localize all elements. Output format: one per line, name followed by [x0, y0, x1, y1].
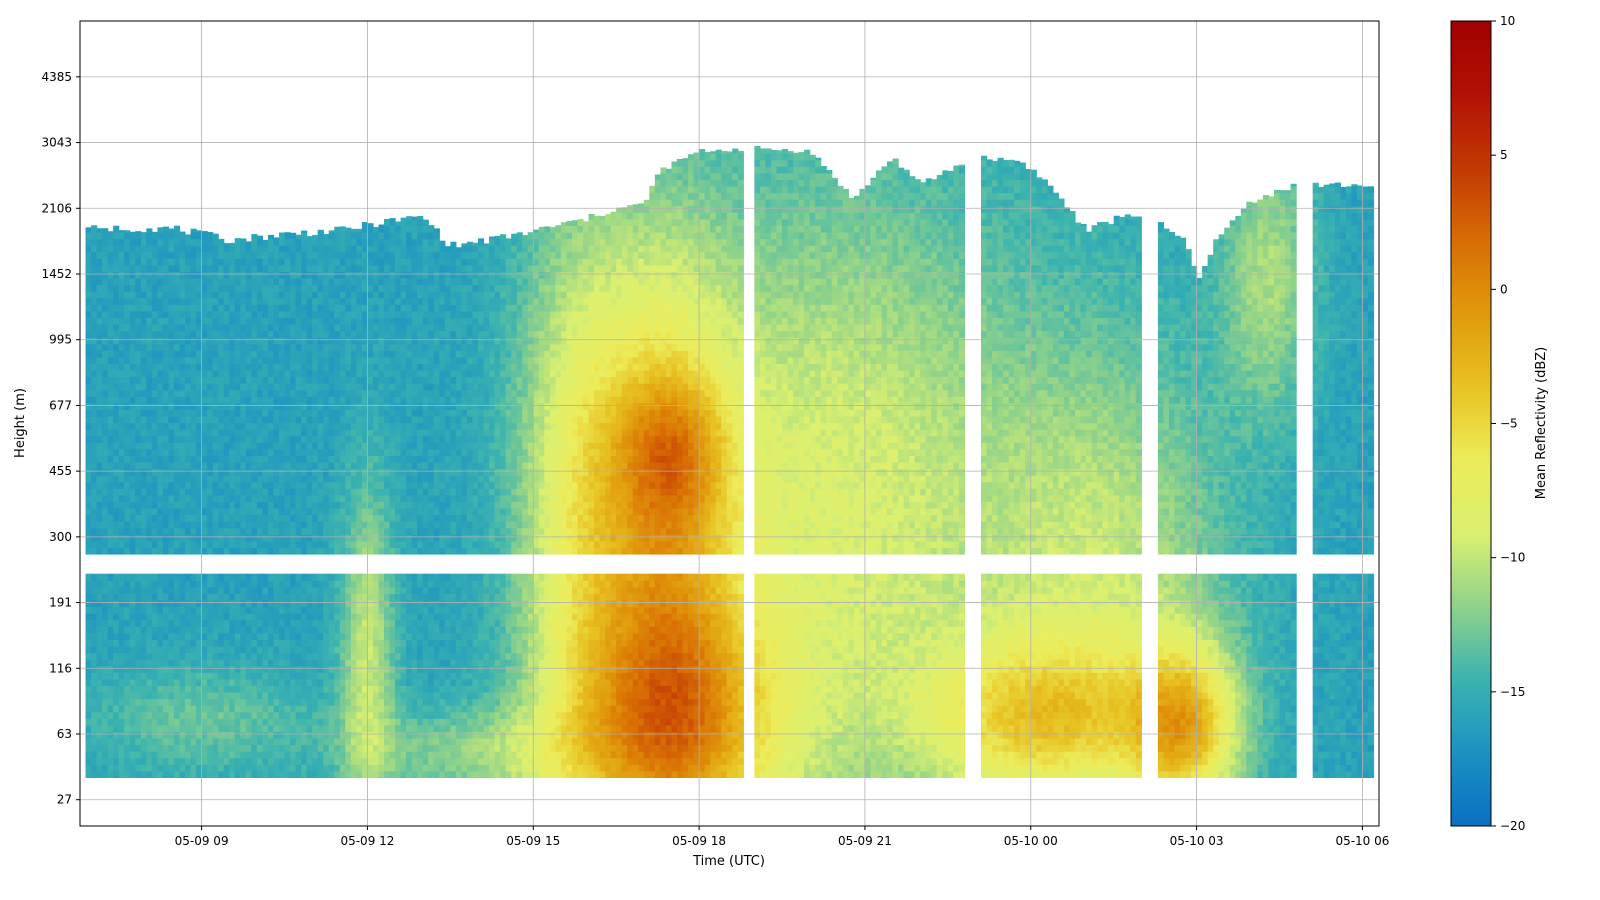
y-tick-label: 191: [49, 596, 72, 610]
x-tick-label: 05-10 03: [1170, 834, 1224, 848]
y-tick-label: 2106: [41, 201, 72, 215]
y-axis: 27 63 116 191 300 455 677 995 1452 2106 3043 4385: [41, 70, 80, 807]
colorbar-tick-label: −10: [1500, 551, 1525, 565]
y-tick-label: 300: [49, 530, 72, 544]
colorbar-ticks: −20 −15 −10 −5 0 5 10: [1491, 14, 1525, 833]
x-tick-label: 05-09 09: [175, 834, 229, 848]
colorbar-tick-label: −20: [1500, 819, 1525, 833]
x-tick-label: 05-09 18: [672, 834, 726, 848]
y-tick-label: 116: [49, 661, 72, 675]
x-tick-label: 05-10 06: [1335, 834, 1389, 848]
x-tick-label: 05-10 00: [1004, 834, 1058, 848]
plot-frame: [79, 20, 1380, 827]
y-tick-label: 995: [49, 333, 72, 347]
x-axis-label: Time (UTC): [692, 854, 765, 869]
grid: [80, 21, 1379, 826]
x-tick-label: 05-09 21: [838, 834, 892, 848]
colorbar-tick-label: 5: [1500, 148, 1508, 162]
y-axis-label: Height (m): [13, 388, 28, 458]
colorbar: [1450, 20, 1492, 827]
colorbar-tick-label: −15: [1500, 685, 1525, 699]
y-tick-label: 677: [49, 398, 72, 412]
colorbar-tick-label: 10: [1500, 14, 1515, 28]
y-tick-label: 27: [57, 793, 72, 807]
y-tick-label: 3043: [41, 136, 72, 150]
heatmap: [85, 146, 1375, 778]
x-axis: 05-09 09 05-09 12 05-09 15 05-09 18 05-09 21…: [175, 826, 1389, 848]
colorbar-tick-label: −5: [1500, 417, 1518, 431]
x-tick-label: 05-09 15: [506, 834, 560, 848]
y-tick-label: 4385: [41, 70, 72, 84]
y-tick-label: 1452: [41, 267, 72, 281]
colorbar-tick-label: 0: [1500, 282, 1508, 296]
colorbar-label: Mean Reflectivity (dBZ): [1534, 347, 1549, 500]
x-tick-label: 05-09 12: [340, 834, 394, 848]
y-tick-label: 455: [49, 464, 72, 478]
y-tick-label: 63: [57, 727, 72, 741]
